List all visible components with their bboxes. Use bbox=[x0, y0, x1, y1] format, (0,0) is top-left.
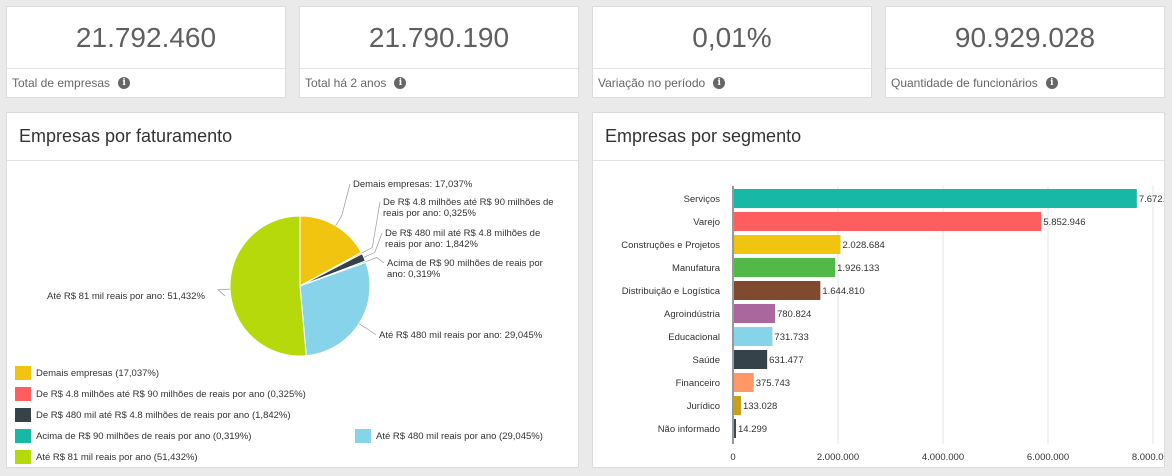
bar[interactable] bbox=[734, 189, 1137, 208]
category-label: Saúde bbox=[693, 355, 720, 366]
pie-label-connector bbox=[217, 288, 231, 297]
category-label: Educacional bbox=[668, 332, 720, 343]
legend-item[interactable]: Acima de R$ 90 milhões de reais por ano … bbox=[15, 429, 251, 443]
legend-swatch bbox=[355, 429, 371, 443]
panel-faturamento: Empresas por faturamento Demais empresas… bbox=[6, 112, 579, 468]
legend-label: Até R$ 81 mil reais por ano (51,432%) bbox=[36, 451, 198, 463]
pie-label-connector bbox=[361, 201, 381, 254]
panel-segmento: Empresas por segmento 0 2.000.000 4.000.00… bbox=[592, 112, 1165, 468]
kpi-card-variacao: 0,01% Variação no período i bbox=[592, 6, 872, 98]
bar[interactable] bbox=[734, 258, 836, 277]
bar-value-label: 7.672.78 bbox=[1139, 194, 1164, 205]
pie-label-connector bbox=[365, 257, 385, 264]
kpi-value: 90.929.028 bbox=[886, 7, 1164, 69]
bar-value-label: 1.644.810 bbox=[822, 286, 864, 297]
kpi-card-funcionarios: 90.929.028 Quantidade de funcionários i bbox=[885, 6, 1165, 98]
bar-value-label: 731.733 bbox=[774, 332, 808, 343]
bar[interactable] bbox=[734, 304, 775, 323]
bar[interactable] bbox=[734, 235, 841, 254]
bar[interactable] bbox=[734, 281, 821, 300]
pie-data-label: Demais empresas: 17,037% bbox=[353, 179, 473, 190]
legend-label: De R$ 480 mil até R$ 4.8 milhões de reai… bbox=[36, 409, 291, 421]
pie-data-label: De R$ 4.8 milhões até R$ 90 milhões de re… bbox=[383, 197, 554, 219]
info-icon[interactable]: i bbox=[713, 77, 726, 89]
kpi-label: Variação no período bbox=[598, 76, 706, 90]
bar[interactable] bbox=[734, 373, 754, 392]
pie-label-connector bbox=[335, 183, 351, 226]
x-tick-label: 6.000.000 bbox=[1027, 452, 1069, 463]
pie-slice[interactable] bbox=[299, 215, 363, 287]
kpi-label: Total há 2 anos bbox=[305, 76, 387, 90]
kpi-card-total-2-anos: 21.790.190 Total há 2 anos i bbox=[299, 6, 579, 98]
pie-slice[interactable] bbox=[299, 261, 371, 357]
info-icon[interactable]: i bbox=[394, 77, 407, 89]
pie-label-connector bbox=[363, 232, 383, 258]
legend-item[interactable]: De R$ 4.8 milhões até R$ 90 milhões de r… bbox=[15, 387, 306, 401]
pie-slice[interactable] bbox=[229, 215, 307, 357]
category-label: Não informado bbox=[658, 424, 720, 435]
pie-label-connector bbox=[358, 323, 377, 336]
bar-chart: 0 2.000.000 4.000.000 6.000.000 8.000.000 Ser… bbox=[621, 186, 1164, 463]
pie-data-label: Até R$ 480 mil reais por ano: 29,045% bbox=[379, 330, 543, 341]
kpi-value: 21.792.460 bbox=[7, 7, 285, 69]
kpi-card-total-empresas: 21.792.460 Total de empresas i bbox=[6, 6, 286, 98]
bar-value-label: 780.824 bbox=[777, 309, 811, 320]
pie-data-label: Até R$ 81 mil reais por ano: 51,432% bbox=[47, 291, 205, 302]
legend-swatch bbox=[15, 450, 31, 464]
bar-value-label: 375.743 bbox=[756, 378, 790, 389]
bar[interactable] bbox=[734, 350, 768, 369]
legend-label: Demais empresas (17,037%) bbox=[36, 367, 160, 379]
category-label: Varejo bbox=[693, 217, 720, 228]
legend-swatch bbox=[15, 387, 31, 401]
legend-item[interactable]: Demais empresas (17,037%) bbox=[15, 366, 159, 380]
legend-item[interactable]: Até R$ 480 mil reais por ano (29,045%) bbox=[355, 429, 543, 443]
legend-swatch bbox=[15, 366, 31, 380]
category-label: Manufatura bbox=[672, 263, 721, 274]
kpi-label: Quantidade de funcionários bbox=[891, 76, 1038, 90]
bar[interactable] bbox=[734, 419, 736, 438]
category-label: Serviços bbox=[684, 194, 721, 205]
legend-swatch bbox=[15, 429, 31, 443]
bar-value-label: 2.028.684 bbox=[843, 240, 885, 251]
bar[interactable] bbox=[734, 327, 773, 346]
info-icon[interactable]: i bbox=[1045, 77, 1058, 89]
kpi-value: 21.790.190 bbox=[300, 7, 578, 69]
category-label: Jurídico bbox=[687, 401, 720, 412]
pie-legend: Demais empresas (17,037%) De R$ 4.8 milhõ… bbox=[7, 362, 578, 467]
x-tick-label: 4.000.000 bbox=[922, 452, 964, 463]
x-tick-label: 0 bbox=[730, 452, 735, 463]
legend-label: De R$ 4.8 milhões até R$ 90 milhões de r… bbox=[36, 388, 306, 400]
pie-chart: Demais empresas: 17,037% De R$ 4.8 milhõe… bbox=[47, 179, 554, 357]
legend-label: Até R$ 480 mil reais por ano (29,045%) bbox=[376, 430, 543, 442]
info-icon[interactable]: i bbox=[118, 77, 131, 89]
panel-title: Empresas por segmento bbox=[593, 113, 1164, 161]
bar-value-label: 133.028 bbox=[743, 401, 777, 412]
kpi-label: Total de empresas bbox=[12, 76, 111, 90]
category-label: Financeiro bbox=[676, 378, 720, 389]
category-label: Construções e Projetos bbox=[621, 240, 720, 251]
x-tick-label: 8.000.000 bbox=[1132, 452, 1164, 463]
pie-data-label: De R$ 480 mil até R$ 4.8 milhões de reais… bbox=[385, 228, 540, 250]
bar-value-label: 5.852.946 bbox=[1043, 217, 1085, 228]
legend-item[interactable]: De R$ 480 mil até R$ 4.8 milhões de reai… bbox=[15, 408, 291, 422]
legend-swatch bbox=[15, 408, 31, 422]
bar[interactable] bbox=[734, 396, 741, 415]
pie-data-label: Acima de R$ 90 milhões de reais por ano: … bbox=[387, 258, 543, 280]
category-label: Agroindústria bbox=[664, 309, 721, 320]
legend-item[interactable]: Até R$ 81 mil reais por ano (51,432%) bbox=[15, 450, 198, 464]
legend-label: Acima de R$ 90 milhões de reais por ano … bbox=[36, 430, 252, 442]
bar-value-label: 1.926.133 bbox=[837, 263, 879, 274]
kpi-value: 0,01% bbox=[593, 7, 871, 69]
category-label: Distribuição e Logística bbox=[622, 286, 721, 297]
bar-value-label: 631.477 bbox=[769, 355, 803, 366]
bar[interactable] bbox=[734, 212, 1042, 231]
x-tick-label: 2.000.000 bbox=[817, 452, 859, 463]
bar-value-label: 14.299 bbox=[738, 424, 767, 435]
panel-title: Empresas por faturamento bbox=[7, 113, 578, 161]
